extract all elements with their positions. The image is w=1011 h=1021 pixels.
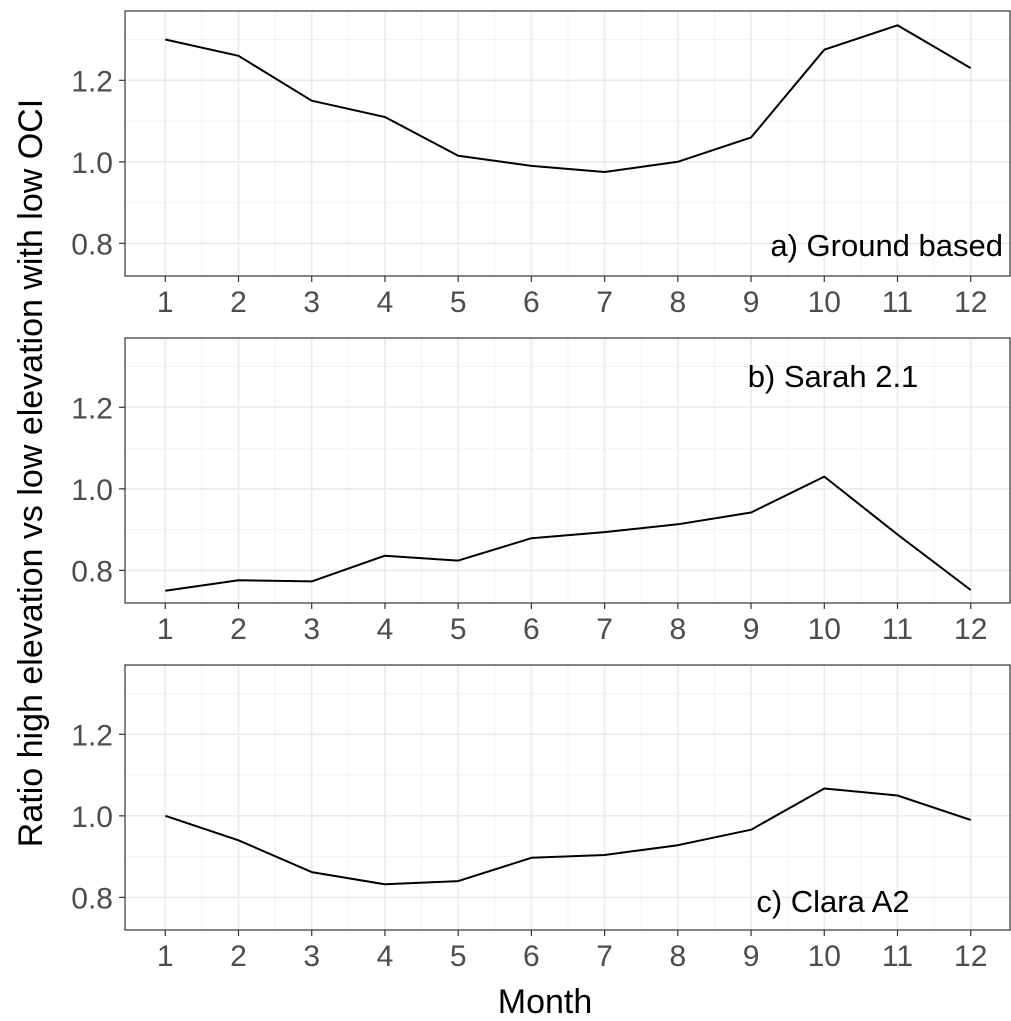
x-tick-label: 11: [882, 286, 913, 319]
y-tick-label: 0.8: [71, 555, 113, 588]
x-tick-label: 5: [450, 613, 467, 646]
y-tick-label: 1.2: [71, 392, 113, 425]
x-tick-label: 1: [157, 286, 174, 319]
x-tick-label: 12: [954, 613, 987, 646]
panel-border: [124, 337, 1011, 604]
panel-3: 0.81.01.21 2 3 4 5 6 7 8 9 10 11 12c) Clara A2: [71, 664, 1011, 973]
x-tick-label: 10: [808, 940, 841, 973]
x-tick-label: 11: [882, 613, 913, 646]
y-tick-label: 0.8: [71, 882, 113, 915]
x-tick-label: 11: [882, 940, 913, 973]
x-tick-label: 9: [743, 286, 760, 319]
x-tick-label: 5: [450, 940, 467, 973]
x-tick-label: 8: [669, 286, 686, 319]
panels: 0.81.01.21 2 3 4 5 6 7 8 9 10 11 12a) Ground based0…: [71, 10, 1011, 973]
y-tick-label: 0.8: [71, 228, 113, 261]
x-tick-label: 3: [303, 286, 320, 319]
y-tick-label: 1.0: [71, 801, 113, 834]
panel-label: c) Clara A2: [756, 884, 909, 919]
x-tick-label: 8: [669, 613, 686, 646]
x-tick-label: 4: [377, 613, 394, 646]
panel-1: 0.81.01.21 2 3 4 5 6 7 8 9 10 11 12a) Ground based: [71, 10, 1011, 319]
x-tick-label: 12: [954, 940, 987, 973]
x-tick-label: 2: [230, 940, 247, 973]
x-tick-label: 10: [808, 613, 841, 646]
series-line: [164, 787, 972, 886]
x-tick-label: 4: [377, 286, 394, 319]
x-tick-label: 1: [157, 613, 174, 646]
x-tick-label: 3: [303, 940, 320, 973]
panel-2: 0.81.01.21 2 3 4 5 6 7 8 9 10 11 12b) Sarah 2.1: [71, 337, 1011, 646]
y-tick-label: 1.0: [71, 147, 113, 180]
y-tick-label: 1.2: [71, 65, 113, 98]
panel-border: [124, 664, 1011, 931]
x-tick-label: 1: [157, 940, 174, 973]
x-tick-label: 12: [954, 286, 987, 319]
x-tick-label: 6: [523, 940, 540, 973]
series-line: [165, 475, 972, 592]
x-tick-label: 3: [303, 613, 320, 646]
series-line: [165, 24, 972, 173]
x-tick-label: 2: [230, 286, 247, 319]
y-tick-label: 1.0: [71, 474, 113, 507]
x-tick-label: 7: [596, 940, 613, 973]
panel-label: a) Ground based: [770, 228, 1003, 263]
x-tick-label: 7: [596, 613, 613, 646]
x-tick-label: 2: [230, 613, 247, 646]
x-tick-label: 5: [450, 286, 467, 319]
x-tick-label: 9: [743, 940, 760, 973]
x-tick-label: 6: [523, 613, 540, 646]
x-tick-label: 9: [743, 613, 760, 646]
x-axis-title: Month: [498, 983, 593, 1021]
y-axis-title: Ratio high elevation vs low elevation wi…: [12, 99, 50, 847]
x-tick-label: 8: [669, 940, 686, 973]
panel-label: b) Sarah 2.1: [748, 359, 919, 394]
x-tick-label: 7: [596, 286, 613, 319]
x-tick-label: 10: [808, 286, 841, 319]
y-tick-label: 1.2: [71, 719, 113, 752]
x-tick-label: 4: [377, 940, 394, 973]
x-tick-label: 6: [523, 286, 540, 319]
panel-border: [124, 10, 1011, 277]
